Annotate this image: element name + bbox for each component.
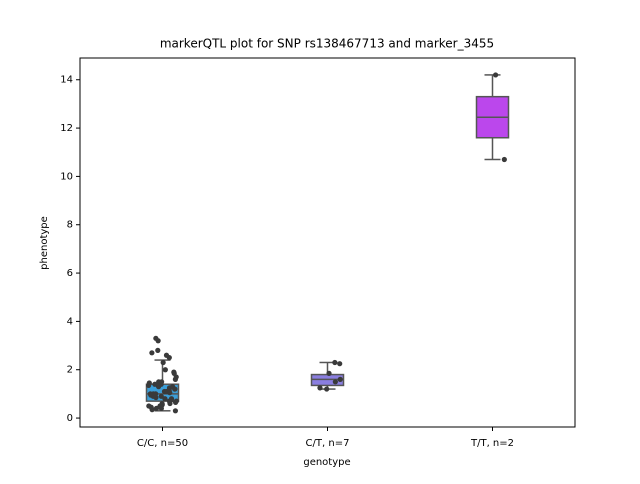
point [332,379,338,385]
point [172,408,179,414]
point [168,396,175,402]
point [156,379,162,385]
point [173,398,179,404]
point [146,380,152,386]
y-tick-label: 6 [67,268,73,279]
point [158,393,164,399]
point [152,381,158,387]
point [162,367,168,373]
x-tick-label: C/T, n=7 [306,438,350,449]
point [332,359,338,366]
y-tick-label: 4 [67,316,73,327]
point [169,384,176,390]
point [493,72,499,78]
point [147,391,153,397]
point [153,335,159,341]
y-tick-label: 12 [60,123,73,134]
y-tick-label: 14 [60,75,73,86]
x-axis-label: genotype [303,457,350,468]
x-tick-label: T/T, n=2 [470,438,514,449]
x-tick-label: C/C, n=50 [137,438,188,449]
plot-frame [79,57,576,428]
y-tick-label: 0 [67,413,73,424]
point [326,370,332,376]
point [337,376,343,382]
point [160,359,166,366]
point [146,403,152,409]
point [171,369,177,375]
point [149,350,155,356]
y-tick-label: 2 [67,365,73,376]
point [337,361,343,367]
point [324,386,330,392]
point [317,385,323,391]
point [501,156,507,163]
chart-title: markerQTL plot for SNP rs138467713 and m… [160,37,494,51]
y-tick-label: 10 [60,171,73,182]
y-axis-label: phenotype [39,216,50,270]
y-tick-label: 8 [67,220,73,231]
point [159,400,165,407]
point [163,352,170,358]
point [155,347,161,353]
point [162,396,168,402]
